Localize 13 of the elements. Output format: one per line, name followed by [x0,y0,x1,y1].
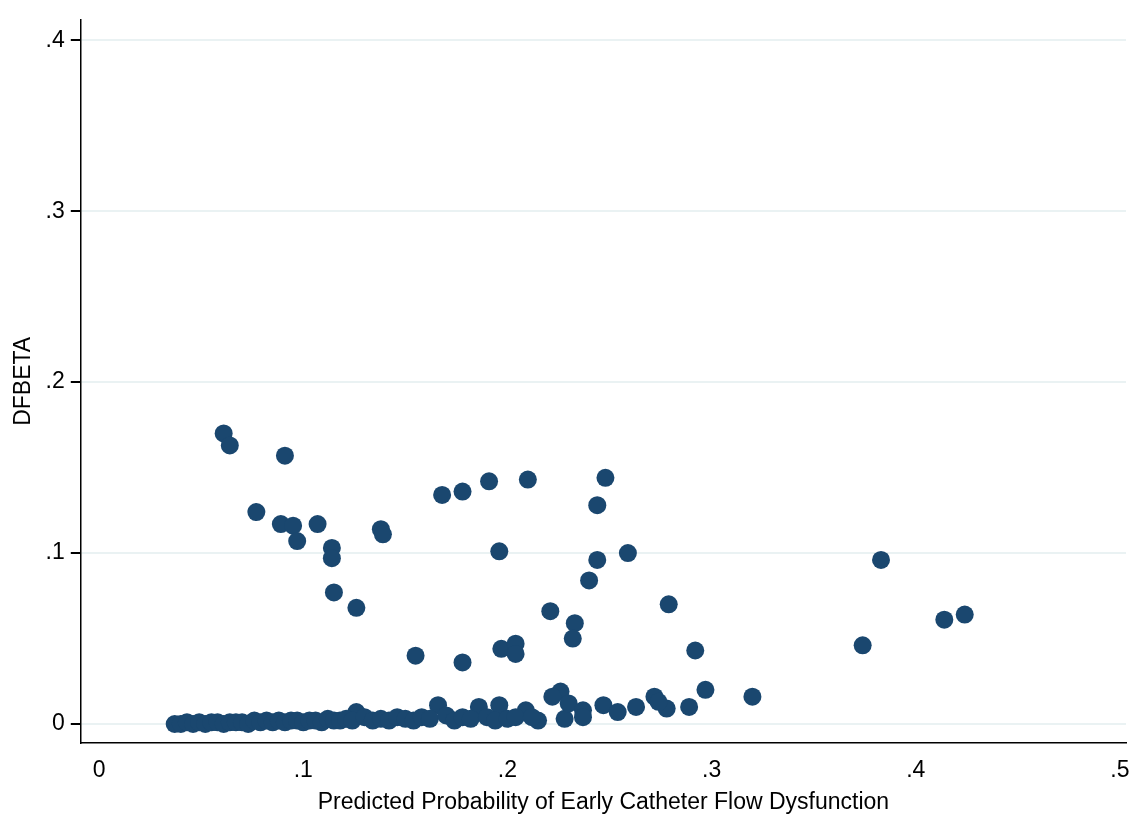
x-tick-label: .1 [293,755,313,782]
y-axis-title: DFBETA [9,336,36,426]
x-tick-label: .5 [1110,755,1130,782]
y-tick-label: 0 [51,709,65,736]
y-tick-label: .3 [45,196,65,223]
x-tick-label: 0 [92,755,106,782]
x-tick-label: .3 [701,755,722,782]
y-tick-label: .4 [45,25,65,52]
y-tick-label: .1 [45,538,65,565]
x-axis-title: Predicted Probability of Early Catheter Flow Dysfunction [317,787,890,814]
y-tick-label: .2 [45,367,65,394]
x-tick-label: .2 [497,755,518,782]
x-tick-label: .4 [906,755,926,782]
